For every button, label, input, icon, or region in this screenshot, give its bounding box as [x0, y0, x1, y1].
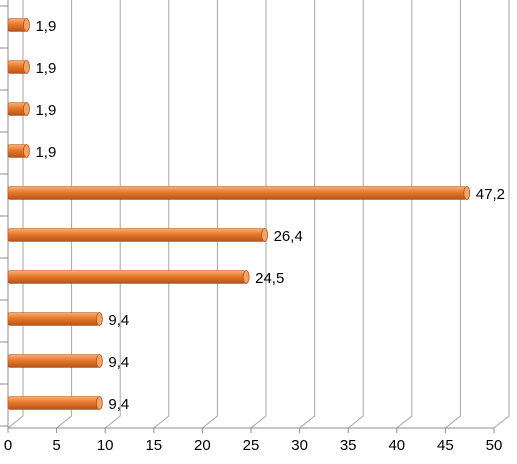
gridline — [299, 0, 316, 429]
bar — [7, 186, 471, 200]
bar-layer — [7, 18, 471, 410]
gridline — [104, 0, 121, 429]
bar — [7, 354, 103, 368]
bar-body — [7, 354, 100, 368]
gridline — [250, 0, 267, 429]
bar-end-cap — [23, 144, 30, 158]
bar-end-cap — [23, 60, 30, 74]
bar — [7, 270, 250, 284]
gridline — [396, 0, 413, 429]
bar-body — [7, 312, 100, 326]
x-tick-label: 5 — [52, 437, 60, 454]
gridline — [347, 0, 364, 429]
data-label: 1,9 — [35, 18, 56, 35]
x-tick-label: 50 — [486, 437, 503, 454]
x-tick-label: 35 — [340, 437, 357, 454]
x-tick-label: 25 — [243, 437, 260, 454]
bar-body — [7, 228, 265, 242]
data-label: 9,4 — [108, 396, 129, 413]
x-tick-label: 15 — [145, 437, 162, 454]
x-tick-label: 0 — [4, 437, 12, 454]
bar-end-cap — [95, 396, 103, 410]
gridline — [202, 0, 218, 429]
bar-body — [7, 186, 468, 200]
data-label: 1,9 — [35, 102, 56, 119]
bar — [7, 396, 103, 410]
bar-end-cap — [95, 312, 103, 326]
gridline — [56, 0, 73, 429]
data-label: 47,2 — [476, 186, 505, 203]
bar — [7, 102, 30, 116]
bar-end-cap — [23, 18, 30, 32]
axis-layer: 0 5 10 15 20 25 30 35 40 45 50 — [0, 0, 502, 454]
gridline — [7, 0, 24, 429]
bar-end-cap — [463, 186, 471, 200]
bar — [7, 228, 269, 242]
data-label: 9,4 — [108, 354, 129, 371]
bar-body — [7, 270, 247, 284]
gridline — [445, 0, 461, 429]
data-label: 1,9 — [35, 144, 56, 161]
bar-end-cap — [23, 102, 30, 116]
x-tick-label: 40 — [388, 437, 405, 454]
x-tick-label: 10 — [97, 437, 114, 454]
bar-end-cap — [95, 354, 103, 368]
bar — [7, 144, 30, 158]
bar-end-cap — [261, 228, 269, 242]
bar — [7, 18, 30, 32]
data-label: 1,9 — [35, 60, 56, 77]
data-label: 26,4 — [274, 228, 303, 245]
grid-layer — [7, 0, 510, 429]
data-label: 9,4 — [108, 312, 129, 329]
bar-end-cap — [242, 270, 250, 284]
x-tick-label: 20 — [194, 437, 211, 454]
gridline — [153, 0, 170, 429]
gridline — [493, 0, 510, 429]
bar — [7, 60, 30, 74]
bar — [7, 312, 103, 326]
data-label: 24,5 — [255, 270, 284, 287]
x-tick-label: 30 — [291, 437, 308, 454]
x-tick-label: 45 — [437, 437, 454, 454]
label-layer: 1,9 1,9 1,9 1,9 47,2 26,4 24,5 9,4 9,4 9,4 — [35, 18, 505, 413]
bar-body — [7, 396, 100, 410]
